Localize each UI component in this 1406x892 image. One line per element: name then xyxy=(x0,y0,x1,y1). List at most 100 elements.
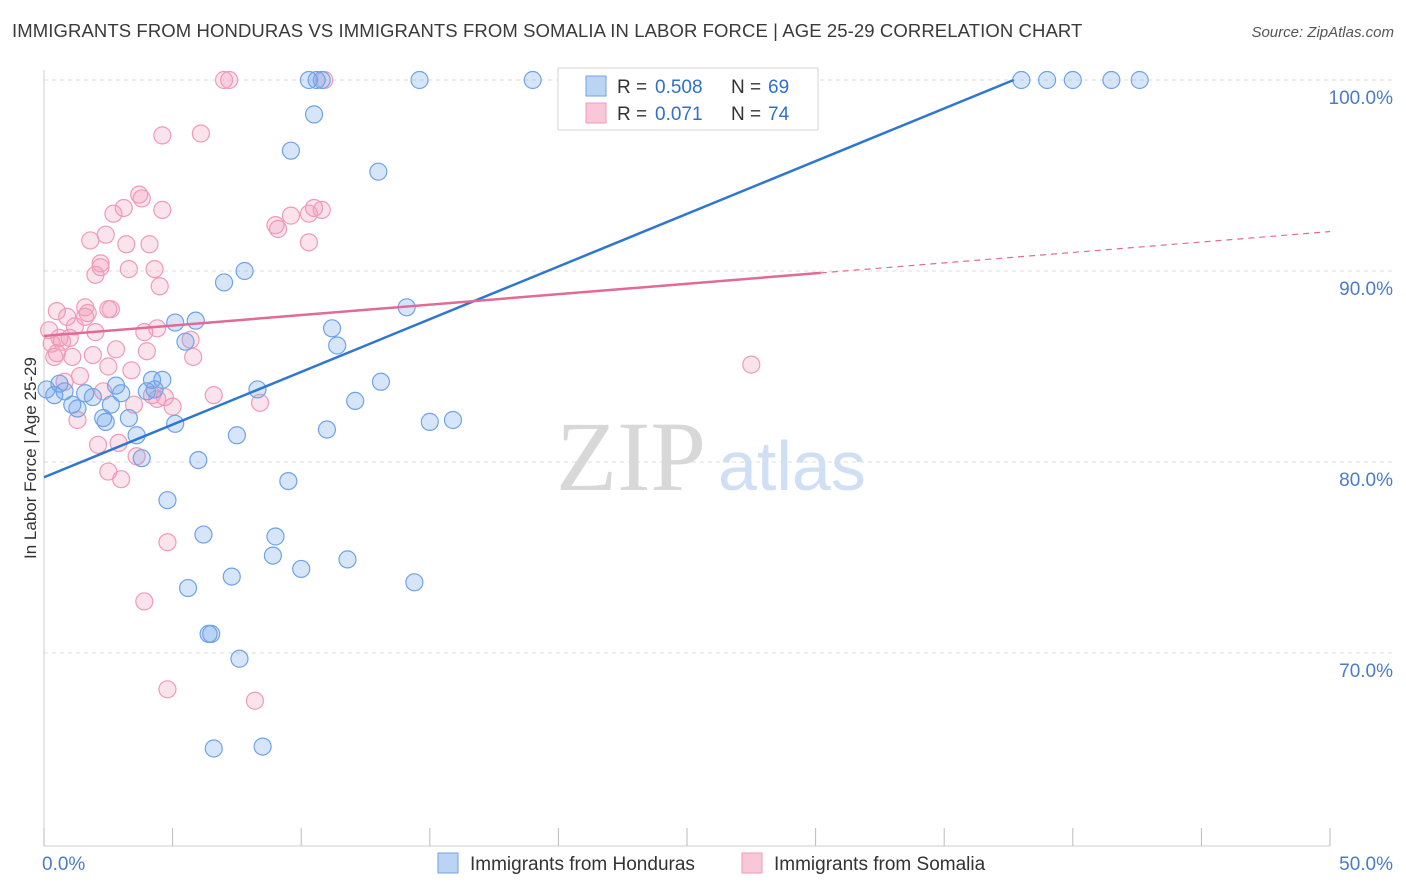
somalia-point xyxy=(312,200,331,219)
somalia-point xyxy=(220,70,239,90)
honduras-point xyxy=(202,624,221,644)
honduras-point xyxy=(346,391,365,410)
honduras-point xyxy=(420,412,439,431)
somalia-point xyxy=(114,198,133,218)
legend-honduras-r-value: 0.508 xyxy=(655,77,703,98)
somalia-point xyxy=(214,70,234,90)
somalia-point xyxy=(245,691,265,710)
legend-somalia-r-value: 0.071 xyxy=(655,104,703,125)
honduras-point xyxy=(405,573,424,592)
somalia-point xyxy=(81,231,100,250)
source-credit: Source: ZipAtlas.com xyxy=(1251,24,1394,41)
somalia-point xyxy=(117,235,136,254)
somalia-point xyxy=(96,225,115,244)
somalia-point xyxy=(191,124,210,143)
y-axis-label: In Labor Force | Age 25-29 xyxy=(21,357,40,559)
honduras-point xyxy=(263,546,283,565)
y-tick-label: 90.0% xyxy=(1339,279,1393,300)
somalia-point xyxy=(88,435,108,454)
honduras-point xyxy=(443,410,463,430)
honduras-point xyxy=(145,380,164,399)
honduras-point xyxy=(523,70,542,90)
honduras-trend-line xyxy=(43,78,1015,479)
honduras-point xyxy=(227,426,246,445)
somalia-point xyxy=(153,200,172,219)
y-tick-labels: 100.0% 90.0% 80.0% 70.0% xyxy=(1329,88,1394,682)
somalia-point xyxy=(91,254,110,273)
honduras-point xyxy=(307,70,326,90)
chart-title: IMMIGRANTS FROM HONDURAS VS IMMIGRANTS F… xyxy=(12,20,1083,41)
somalia-point xyxy=(83,345,102,365)
honduras-point xyxy=(279,472,298,491)
honduras-point xyxy=(222,567,241,586)
somalia-point xyxy=(153,126,172,145)
honduras-point xyxy=(194,525,213,544)
somalia-point xyxy=(158,533,177,552)
y-tick-label: 80.0% xyxy=(1339,470,1393,491)
somalia-point xyxy=(742,355,761,374)
honduras-point xyxy=(166,313,185,332)
x-tick-labels: 0.0% 50.0% xyxy=(42,854,1393,875)
somalia-point xyxy=(47,302,66,321)
somalia-point xyxy=(135,592,154,611)
somalia-point xyxy=(104,204,123,223)
somalia-point xyxy=(47,344,66,363)
somalia-point xyxy=(158,680,177,699)
bottom-legend-honduras-label: Immigrants from Honduras xyxy=(470,854,695,875)
honduras-point xyxy=(371,372,391,391)
honduras-point xyxy=(119,408,138,428)
somalia-point xyxy=(58,307,77,326)
somalia-trend-extension xyxy=(820,230,1331,274)
honduras-point xyxy=(214,273,234,292)
y-tick-label: 70.0% xyxy=(1339,661,1393,682)
honduras-point xyxy=(322,319,342,338)
x-tick-label: 0.0% xyxy=(42,854,85,875)
somalia-point xyxy=(119,259,138,279)
honduras-point xyxy=(328,336,347,355)
somalia-point xyxy=(122,361,141,380)
honduras-point xyxy=(230,649,249,668)
trend-lines xyxy=(43,78,1331,479)
honduras-point xyxy=(1102,70,1121,90)
honduras-point xyxy=(189,450,208,470)
honduras-point xyxy=(1012,70,1031,90)
somalia-point xyxy=(299,233,319,252)
somalia-point xyxy=(132,189,151,208)
series-legend: Immigrants from Honduras Immigrants from… xyxy=(437,852,986,875)
legend-somalia-n-value: 74 xyxy=(768,104,790,125)
honduras-point xyxy=(235,261,254,281)
somalia-point xyxy=(145,259,164,279)
honduras-point xyxy=(369,162,388,181)
watermark-atlas: atlas xyxy=(718,427,866,505)
honduras-point xyxy=(292,559,311,579)
honduras-point xyxy=(96,412,115,431)
honduras-points xyxy=(37,70,1149,758)
honduras-point xyxy=(132,449,151,468)
honduras-point xyxy=(338,550,357,569)
honduras-point xyxy=(83,387,102,407)
honduras-point xyxy=(312,70,331,90)
somalia-point xyxy=(140,235,159,254)
legend-honduras-r-label: R = xyxy=(617,77,647,98)
grid-lines xyxy=(44,79,1393,654)
somalia-point xyxy=(250,393,270,412)
honduras-point xyxy=(410,70,429,90)
legend-honduras-swatch xyxy=(585,75,607,97)
axes xyxy=(43,70,1331,847)
somalia-point xyxy=(137,342,156,361)
somalia-point xyxy=(124,395,144,414)
honduras-point xyxy=(299,70,319,90)
somalia-point xyxy=(268,219,288,239)
somalia-point xyxy=(163,397,182,416)
honduras-point xyxy=(186,311,205,330)
legend-somalia-n-label: N = xyxy=(731,104,761,125)
legend-honduras-n-value: 69 xyxy=(768,77,789,98)
honduras-point xyxy=(266,527,285,546)
somalia-point xyxy=(70,366,90,386)
somalia-point xyxy=(91,258,110,277)
somalia-point xyxy=(78,303,97,323)
y-tick-label: 100.0% xyxy=(1329,88,1394,109)
watermark-zip: ZIP xyxy=(556,401,706,512)
honduras-point xyxy=(112,384,131,403)
